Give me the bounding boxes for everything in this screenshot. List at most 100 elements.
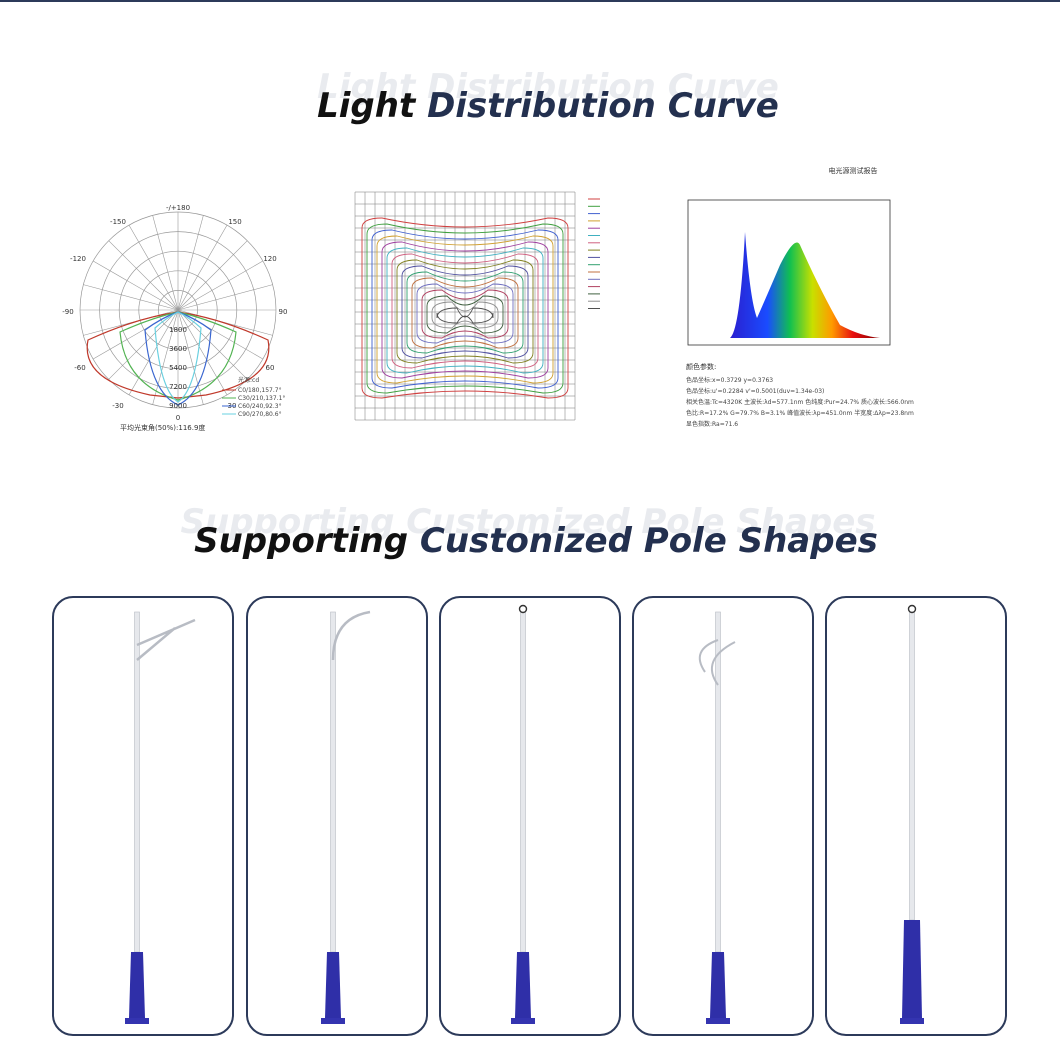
polar-spoke — [83, 284, 179, 311]
section-title: Supporting Custonized Pole Shapes — [194, 521, 878, 561]
report-line: 相关色温:Tc=4320K 主波长:λd=577.1nm 色纯度:Pur=24.… — [686, 398, 914, 406]
base-plate — [511, 1018, 535, 1024]
polar-spoke — [128, 309, 179, 396]
pole-shaft — [330, 611, 336, 953]
angle-label: -30 — [112, 402, 123, 410]
polar-spoke — [177, 260, 264, 311]
legend-entry: C60/240,92.3° — [238, 403, 282, 410]
ring-label: 3600 — [169, 345, 187, 353]
report-title: 电光源测试报告 — [829, 166, 878, 175]
polar-spoke — [177, 284, 273, 311]
pole-card — [439, 596, 621, 1036]
angle-label: -90 — [62, 308, 73, 316]
section-title: Light Distribution Curve — [317, 86, 779, 126]
pole-cap — [907, 604, 917, 614]
pole-base — [515, 952, 531, 1018]
polar-spoke — [177, 224, 228, 311]
pole-cards — [52, 596, 1007, 1036]
iso-curve — [426, 295, 504, 334]
polar-spoke — [177, 215, 204, 311]
polar-curve — [154, 311, 202, 403]
polar-curve — [86, 311, 270, 399]
title-accent: Distribution Curve — [427, 86, 779, 126]
polar-spoke — [177, 240, 248, 311]
report-line: 色比:R=17.2% G=79.7% B=3.1% 峰值波长:λp=451.0n… — [686, 409, 914, 417]
angle-label: 120 — [263, 255, 276, 263]
legend-entry: C90/270,80.6° — [238, 411, 282, 418]
iso-curve — [391, 253, 539, 369]
pole-base — [129, 952, 145, 1018]
angle-label: 90 — [279, 308, 288, 316]
report-line: 色品坐标:u'=0.2284 v'=0.5001(duv=1.34e-03) — [686, 387, 824, 395]
ring-label: 9000 — [169, 402, 187, 410]
iso-curve — [386, 247, 544, 374]
base-plate — [321, 1018, 345, 1024]
angle-label: -/+180 — [166, 204, 190, 212]
polar-spoke — [152, 215, 179, 311]
ring-label: 7200 — [169, 383, 187, 391]
pole-card — [825, 596, 1007, 1036]
base-plate — [706, 1018, 730, 1024]
pole-arm — [136, 618, 196, 661]
iso-curve — [376, 235, 554, 384]
spectrum-frame — [687, 199, 891, 346]
iso-curve — [406, 271, 524, 354]
pole-shaft — [909, 611, 915, 921]
ring-label: 5400 — [169, 364, 187, 372]
polar-spoke — [177, 309, 204, 405]
title-accent: Custonized Pole Shapes — [420, 521, 878, 561]
ring-label: 1800 — [169, 326, 187, 334]
iso-curve — [436, 307, 494, 324]
caption: 平均光束角(50%):116.9度 — [120, 423, 205, 432]
top-rule — [0, 0, 1060, 2]
iso-curve — [431, 301, 499, 329]
iso-curve — [361, 217, 569, 399]
polar-diagram: -/+180-150 150-120 120-90 90-60 60-30 3001800… — [62, 204, 287, 432]
pole-card — [632, 596, 814, 1036]
polar-spoke — [177, 309, 228, 396]
legend-entry: C30/210,137.1° — [238, 395, 285, 402]
watermark: Light Distribution Curve — [317, 67, 779, 107]
pole-arm — [698, 639, 736, 686]
polar-curve — [119, 311, 237, 401]
title-dark: Light — [317, 86, 417, 126]
iso-curve — [416, 283, 514, 344]
polar-spoke — [152, 309, 179, 405]
isolux-diagram — [354, 191, 600, 421]
iso-curve — [396, 259, 534, 364]
angle-label: -120 — [70, 255, 86, 263]
base-plate — [900, 1018, 924, 1024]
polar-spoke — [108, 309, 179, 380]
base-plate — [125, 1018, 149, 1024]
legend-title: 光源:cd — [238, 376, 259, 384]
pole-card — [52, 596, 234, 1036]
angle-label: -60 — [74, 364, 85, 372]
pole-card — [246, 596, 428, 1036]
report-line: 色品坐标:x=0.3729 y=0.3763 — [686, 376, 773, 384]
pole-shaft — [134, 611, 140, 953]
angle-label: 60 — [266, 364, 275, 372]
iso-curve — [401, 265, 529, 359]
title-dark: Supporting — [194, 521, 408, 561]
polar-curve — [144, 311, 212, 406]
spectrum — [730, 232, 880, 338]
watermark: Supporting Customized Pole Shapes — [181, 502, 876, 542]
iso-curve — [411, 277, 519, 349]
pole-shaft — [715, 611, 721, 953]
iso-curve — [371, 229, 559, 389]
polar-spoke — [177, 309, 248, 380]
pole-shaft — [520, 611, 526, 953]
iso-curve — [381, 241, 549, 379]
angle-label: -150 — [110, 218, 126, 226]
pole-arm — [331, 610, 371, 661]
iso-curve — [421, 289, 509, 339]
iso-curve — [366, 223, 564, 394]
angle-label: 150 — [228, 218, 241, 226]
polar-spoke — [108, 240, 179, 311]
pole-base — [325, 952, 341, 1018]
angle-label: 0 — [176, 414, 180, 422]
report-line: 显色指数:Ra=71.6 — [686, 420, 738, 428]
polar-spoke — [92, 260, 179, 311]
